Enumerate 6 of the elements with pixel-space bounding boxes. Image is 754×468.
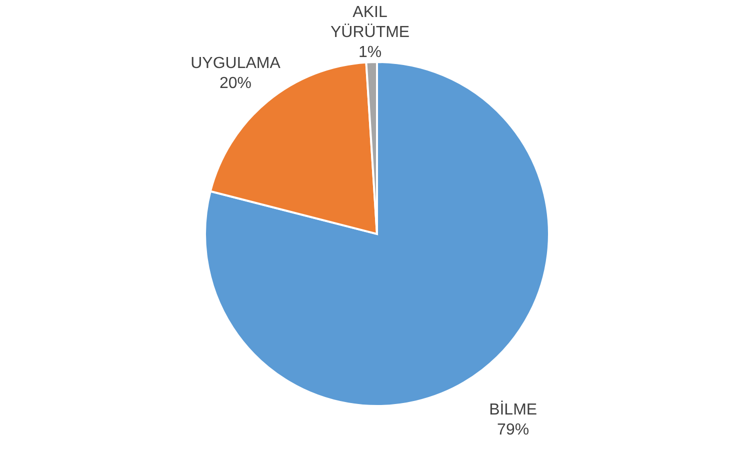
data-label: 1%: [358, 44, 382, 62]
data-label: 79%: [497, 421, 530, 438]
slice-label: BİLME: [489, 400, 538, 418]
slice-label: AKIL YÜRÜTME: [330, 4, 410, 42]
data-label: 20%: [219, 74, 252, 92]
slice-label: UYGULAMA: [190, 54, 281, 72]
